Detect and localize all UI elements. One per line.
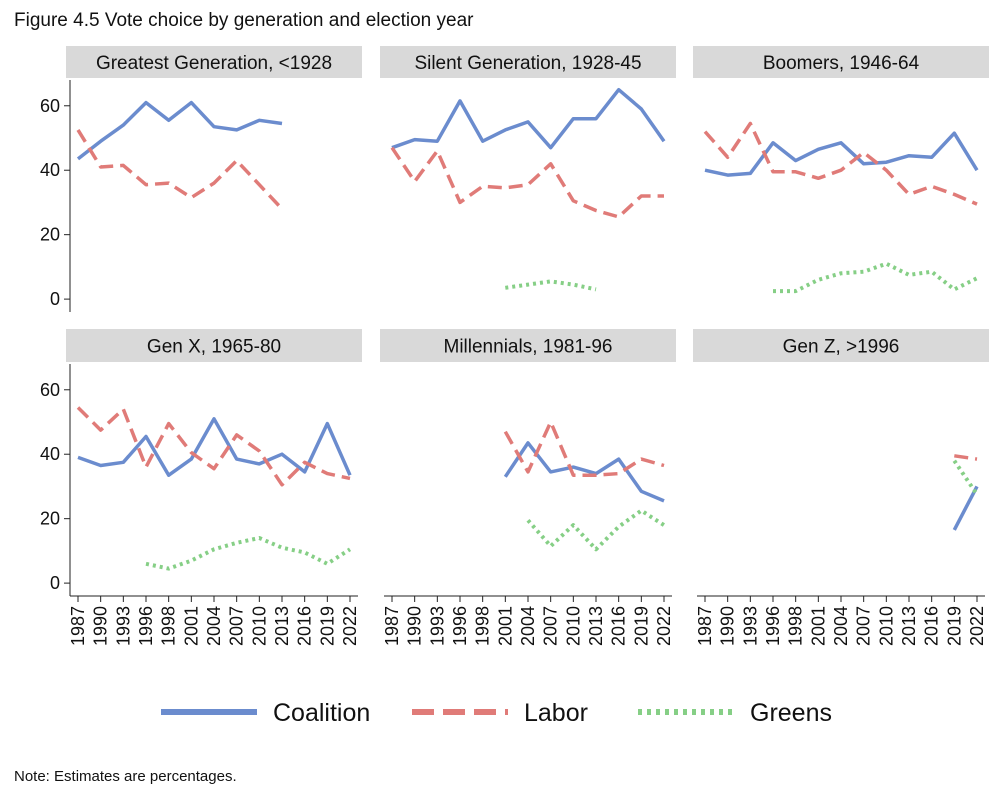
x-tick-label: 2001 [181,606,201,646]
series-line-greens [526,508,666,552]
x-tick-label: 2004 [204,606,224,646]
panel-strip [380,46,676,78]
x-tick-label: 1990 [91,606,111,646]
x-tick-label: 1996 [763,606,783,646]
x-tick-label: 1990 [718,606,738,646]
x-tick-label: 2007 [227,606,247,646]
x-tick-label: 2019 [944,606,964,646]
x-tick-label: 2016 [295,606,315,646]
x-tick-label: 2022 [967,606,987,646]
x-tick-label: 2010 [563,606,583,646]
x-tick-label: 2013 [586,606,606,646]
x-tick-label: 2022 [654,606,674,646]
panel-4: Gen X, 1965-80 0 20 40 60 1987 1990 1993 1996 199… [40,329,362,646]
panel-title: Millennials, 1981-96 [444,337,613,358]
series-line-greens [145,536,352,571]
panel-strip [380,329,676,362]
x-tick-label: 2007 [854,606,874,646]
x-tick-label: 1990 [405,606,425,646]
legend-label-greens: Greens [750,699,832,727]
series-line-greens [773,261,978,294]
figure-note: Note: Estimates are percentages. [14,768,237,785]
x-tick-label: 2013 [899,606,919,646]
x-tick-label: 2016 [609,606,629,646]
legend-label-labor: Labor [524,699,588,727]
legend-label-coalition: Coalition [273,699,370,727]
x-tick-label: 1987 [695,606,715,646]
panel-1: Greatest Generation, <1928 0 20 40 60 [40,46,362,312]
series-line-coalition [77,417,352,477]
series-line-greens [505,279,597,292]
y-tick-label: 40 [40,160,60,180]
x-tick-label: 1996 [450,606,470,646]
panel-title: Silent Generation, 1928-45 [414,53,641,74]
panel-strip [66,46,362,78]
x-tick-label: 1993 [427,606,447,646]
x-tick-label: 1996 [136,606,156,646]
panel-3: Boomers, 1946-64 [693,46,989,294]
panel-title: Gen X, 1965-80 [147,337,281,358]
figure-title: Figure 4.5 Vote choice by generation and… [14,10,474,31]
panel-2: Silent Generation, 1928-45 [380,46,676,292]
series-line-labor [503,420,665,477]
x-tick-label: 1993 [740,606,760,646]
y-tick-label: 60 [40,96,60,116]
x-tick-label: 2019 [317,606,337,646]
y-tick-label: 40 [40,444,60,464]
series-line-coalition [503,441,665,503]
y-tick-label: 0 [50,573,60,593]
x-tick-label: 1987 [68,606,88,646]
x-tick-label: 1998 [473,606,493,646]
panel-title: Gen Z, >1996 [783,337,900,358]
series-line-labor [390,146,664,219]
x-tick-label: 1998 [786,606,806,646]
series-line-labor [703,121,978,206]
panel-strip [66,329,362,362]
series-line-coalition [76,100,283,161]
x-tick-label: 2004 [831,606,851,646]
y-tick-label: 0 [50,289,60,309]
series-line-labor [954,454,978,461]
series-line-coalition [704,131,979,177]
legend: Coalition Labor Greens [161,699,832,727]
panel-strip [693,46,989,78]
x-tick-label: 2010 [876,606,896,646]
y-tick-label: 60 [40,380,60,400]
x-tick-label: 2007 [541,606,561,646]
series-line-coalition [952,485,979,531]
y-tick-label: 20 [40,225,60,245]
x-tick-label: 2016 [922,606,942,646]
x-tick-label: 1987 [382,606,402,646]
x-tick-label: 1993 [113,606,133,646]
x-tick-label: 2001 [495,606,515,646]
x-tick-label: 2013 [272,606,292,646]
series-line-coalition [391,87,666,150]
x-tick-label: 2001 [808,606,828,646]
panel-6: Gen Z, >1996 1987 1990 1993 1996 1998 2001 2004… [693,329,989,646]
series-line-labor [76,128,284,211]
x-tick-label: 2010 [249,606,269,646]
panel-5: Millennials, 1981-96 1987 1990 1993 1996 1998… [380,329,676,646]
panel-strip [693,329,989,362]
x-tick-label: 2022 [340,606,360,646]
y-tick-label: 20 [40,509,60,529]
series-line-labor [76,406,351,487]
panel-title: Greatest Generation, <1928 [96,53,332,74]
x-tick-label: 1998 [159,606,179,646]
panel-title: Boomers, 1946-64 [763,53,920,74]
x-tick-label: 2019 [631,606,651,646]
x-tick-label: 2004 [518,606,538,646]
